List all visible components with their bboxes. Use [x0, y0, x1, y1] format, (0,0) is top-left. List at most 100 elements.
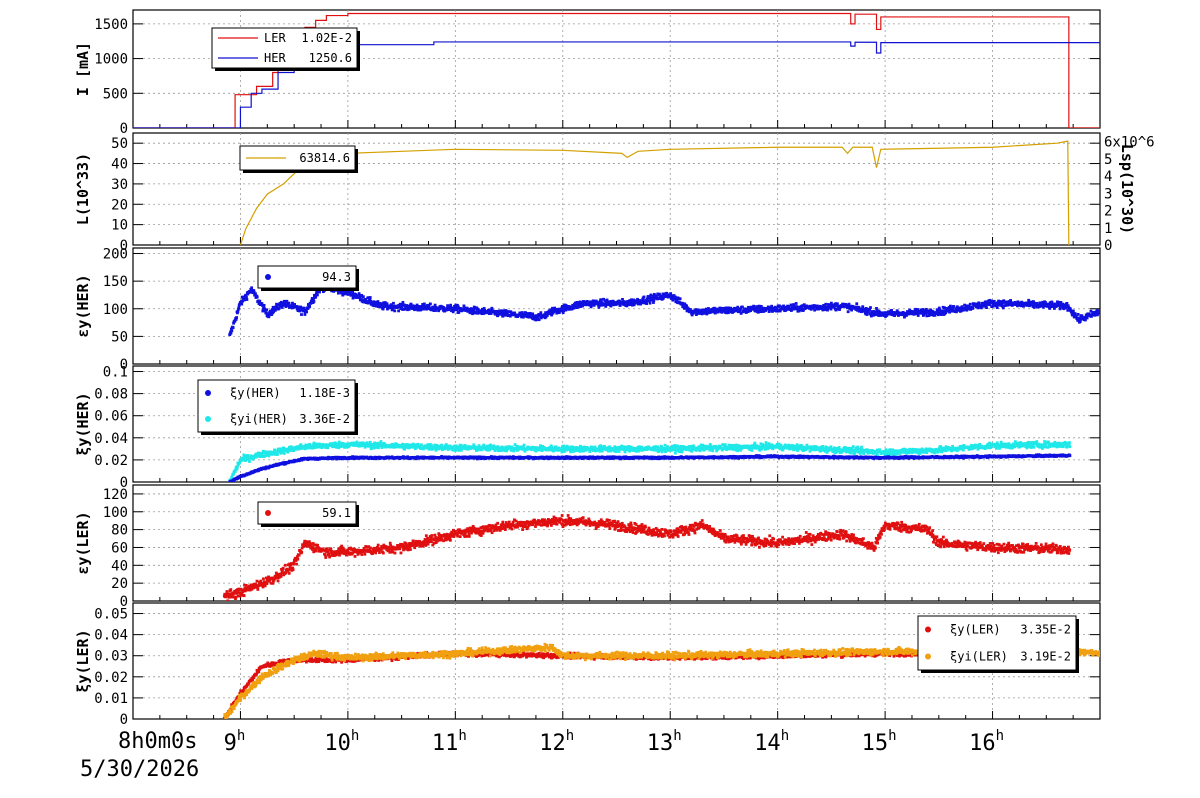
- data-point: [456, 303, 459, 307]
- data-point: [1004, 445, 1008, 449]
- data-point: [1013, 440, 1017, 444]
- data-point: [401, 443, 405, 446]
- data-point: [588, 303, 592, 307]
- data-point: [884, 448, 888, 452]
- data-point: [367, 296, 370, 300]
- data-point: [262, 305, 266, 309]
- data-point: [272, 310, 275, 314]
- data-point: [599, 444, 602, 448]
- data-point: [308, 305, 312, 308]
- data-point: [269, 309, 272, 313]
- data-point: [766, 305, 770, 309]
- data-point: [1058, 307, 1062, 311]
- data-point: [652, 299, 656, 302]
- data-point: [858, 449, 862, 453]
- data-point: [835, 303, 839, 307]
- data-point: [332, 445, 336, 448]
- data-point: [933, 451, 936, 455]
- data-point: [802, 308, 805, 312]
- legend: 94.3: [257, 265, 359, 291]
- data-point: [358, 296, 361, 300]
- data-point: [559, 309, 563, 313]
- data-point: [581, 304, 584, 308]
- data-point: [434, 448, 438, 452]
- data-point: [459, 448, 463, 452]
- data-point: [583, 300, 587, 304]
- data-point: [361, 295, 365, 299]
- data-point: [315, 293, 319, 297]
- data-point: [270, 308, 274, 311]
- data-point: [649, 297, 652, 300]
- data-point: [893, 314, 896, 317]
- data-point: [584, 448, 587, 452]
- data-point: [371, 443, 375, 447]
- data-point: [392, 301, 395, 305]
- data-point: [230, 477, 234, 480]
- data-point: [1041, 305, 1045, 309]
- data-point: [756, 307, 760, 310]
- data-point: [797, 444, 801, 448]
- data-point: [1004, 300, 1008, 304]
- data-point: [1055, 445, 1059, 449]
- data-point: [786, 304, 789, 308]
- data-point: [1010, 446, 1014, 450]
- data-point: [951, 307, 954, 311]
- data-point: [895, 309, 899, 313]
- data-point: [699, 443, 703, 447]
- data-point: [835, 450, 839, 453]
- data-point: [616, 301, 620, 305]
- y2-axis-title: Lsp(10^30): [1118, 144, 1136, 234]
- data-point: [298, 309, 302, 313]
- data-point: [447, 308, 451, 312]
- data-point: [357, 292, 361, 295]
- data-point: [614, 450, 618, 454]
- data-point: [484, 448, 488, 451]
- data-point: [1059, 300, 1063, 304]
- data-point: [995, 446, 998, 450]
- data-point: [721, 443, 725, 446]
- data-point: [708, 448, 712, 452]
- data-point: [834, 302, 838, 306]
- data-point: [767, 446, 771, 450]
- y-tick-label: 0.1: [103, 365, 128, 381]
- data-point: [920, 311, 924, 315]
- data-point: [429, 302, 432, 306]
- data-point: [805, 443, 809, 447]
- data-point: [243, 298, 247, 302]
- data-point: [658, 294, 662, 298]
- data-point: [380, 305, 384, 309]
- data-point: [829, 307, 833, 311]
- data-point: [377, 446, 380, 450]
- data-point: [938, 308, 942, 312]
- data-point: [860, 310, 863, 314]
- data-point: [1063, 304, 1067, 308]
- data-point: [823, 305, 826, 309]
- data-point: [394, 445, 398, 449]
- data-point: [769, 308, 773, 311]
- data-point: [1001, 304, 1005, 308]
- data-point: [242, 296, 246, 300]
- data-point: [868, 451, 872, 455]
- data-point: [636, 301, 640, 304]
- data-point: [305, 310, 309, 314]
- data-point: [279, 447, 282, 451]
- data-point: [1028, 441, 1032, 444]
- data-point: [732, 310, 736, 313]
- data-point: [341, 293, 345, 297]
- data-point: [303, 445, 307, 449]
- data-point: [273, 309, 277, 312]
- data-point: [937, 306, 941, 310]
- data-point: [1083, 318, 1087, 322]
- data-point: [1065, 301, 1069, 305]
- data-point: [799, 308, 802, 312]
- data-point: [275, 302, 278, 306]
- data-point: [846, 310, 850, 314]
- y2-tick-label: 6x10^6: [1104, 135, 1155, 151]
- data-point: [1034, 303, 1038, 307]
- data-point: [607, 448, 611, 452]
- data-point: [505, 311, 509, 315]
- data-point: [979, 306, 983, 310]
- data-point: [977, 302, 981, 306]
- data-point: [497, 449, 501, 453]
